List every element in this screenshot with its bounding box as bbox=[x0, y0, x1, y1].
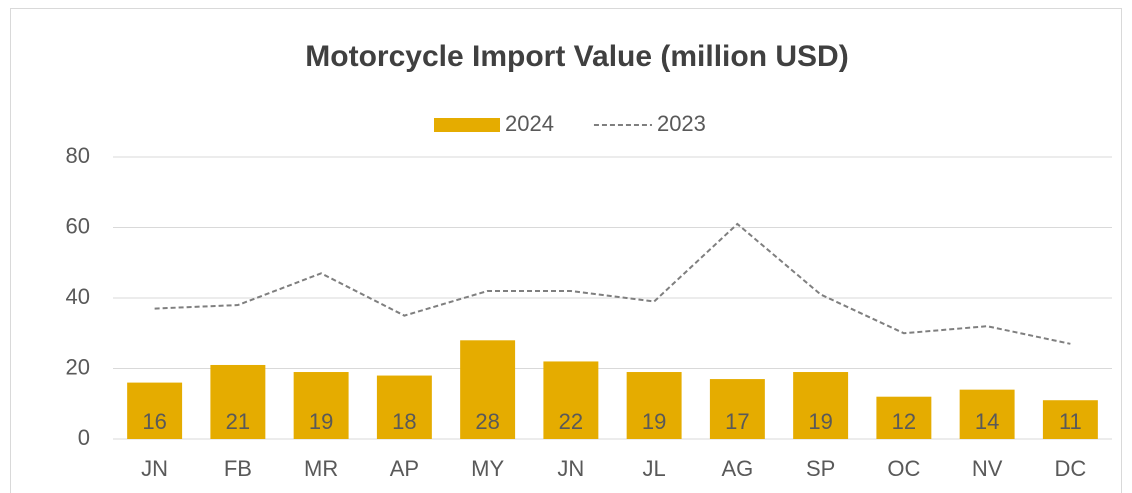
x-tick-label: JN bbox=[141, 456, 168, 481]
x-tick-label: MY bbox=[471, 456, 504, 481]
data-label: 28 bbox=[475, 409, 499, 434]
data-label: 18 bbox=[392, 409, 416, 434]
data-label: 17 bbox=[725, 409, 749, 434]
data-label: 19 bbox=[808, 409, 832, 434]
x-tick-label: JL bbox=[643, 456, 666, 481]
bar bbox=[293, 372, 349, 439]
x-tick-label: AG bbox=[721, 456, 753, 481]
x-tick-label: SP bbox=[806, 456, 835, 481]
chart-title: Motorcycle Import Value (million USD) bbox=[305, 40, 848, 73]
bar bbox=[709, 379, 765, 439]
x-tick-label: JN bbox=[557, 456, 584, 481]
bar bbox=[376, 375, 432, 439]
bar bbox=[959, 389, 1015, 439]
bar bbox=[1042, 400, 1098, 439]
data-label: 19 bbox=[309, 409, 333, 434]
data-label: 19 bbox=[642, 409, 666, 434]
y-tick-label: 40 bbox=[66, 284, 90, 309]
data-label: 14 bbox=[975, 409, 999, 434]
data-label: 21 bbox=[226, 409, 250, 434]
x-tick-label: AP bbox=[390, 456, 419, 481]
y-tick-label: 0 bbox=[78, 425, 90, 450]
x-tick-label: DC bbox=[1054, 456, 1086, 481]
data-label: 12 bbox=[892, 409, 916, 434]
legend-swatch bbox=[434, 118, 500, 132]
bar bbox=[210, 364, 266, 439]
x-tick-label: OC bbox=[887, 456, 920, 481]
data-label: 22 bbox=[559, 409, 583, 434]
bar bbox=[460, 340, 516, 439]
bar bbox=[543, 361, 599, 439]
data-label: 11 bbox=[1059, 409, 1082, 434]
data-label: 16 bbox=[142, 409, 166, 434]
legend-label: 2023 bbox=[657, 111, 706, 136]
y-tick-label: 20 bbox=[66, 354, 90, 379]
x-tick-label: MR bbox=[304, 456, 338, 481]
bar bbox=[127, 382, 183, 439]
bar bbox=[793, 372, 849, 439]
x-tick-label: NV bbox=[972, 456, 1003, 481]
x-tick-label: FB bbox=[224, 456, 252, 481]
legend-label: 2024 bbox=[505, 111, 554, 136]
line bbox=[154, 222, 1071, 345]
bar bbox=[626, 372, 682, 439]
y-tick-label: 80 bbox=[66, 143, 90, 168]
bar bbox=[876, 396, 932, 439]
y-tick-label: 60 bbox=[66, 213, 90, 238]
